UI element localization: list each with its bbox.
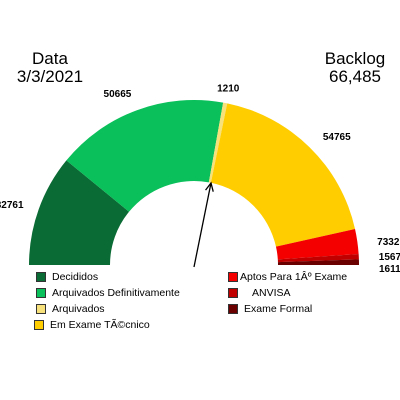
gauge-segment-1	[29, 160, 130, 265]
legend-swatch	[36, 288, 46, 298]
gauge-value-label: 54765	[323, 132, 351, 143]
backlog-title: Backlog	[324, 49, 386, 68]
legend-label: Em Exame TÃ©cnico	[50, 319, 150, 331]
gauge-segment-7	[277, 259, 359, 265]
gauge-segment-6	[277, 254, 359, 263]
date-value: 3/3/2021	[16, 67, 84, 86]
legend-item: Aptos Para 1Âº Exame	[228, 271, 347, 283]
legend-item: ANVISA	[228, 287, 291, 299]
legend-item: Arquivados	[36, 303, 105, 315]
backlog-header: Backlog 66,485	[310, 50, 400, 86]
backlog-value: 66,485	[329, 67, 381, 86]
date-title: Data	[32, 49, 68, 68]
legend-swatch	[228, 288, 238, 298]
gauge-needle-arrowhead	[205, 181, 214, 192]
gauge-needle	[193, 182, 212, 268]
gauge-value-label: 7332	[377, 237, 400, 248]
date-header: Data 3/3/2021	[6, 50, 94, 86]
legend-label: Decididos	[52, 271, 99, 283]
gauge-segment-2	[66, 100, 224, 212]
gauge-value-label: 1210	[217, 83, 240, 94]
gauge-segment-3	[208, 102, 228, 183]
gauge-value-label: 1567	[379, 252, 400, 263]
legend-swatch	[36, 304, 46, 314]
legend-swatch	[34, 320, 44, 330]
legend-label: Aptos Para 1Âº Exame	[240, 271, 348, 283]
gauge-segment-4	[210, 103, 356, 247]
legend-swatch	[36, 272, 46, 282]
legend-label: Arquivados Definitivamente	[52, 287, 180, 299]
legend-swatch	[228, 304, 238, 314]
legend-item: Exame Formal	[228, 303, 312, 315]
legend-item: Arquivados Definitivamente	[36, 287, 180, 299]
legend-label: ANVISA	[252, 287, 291, 299]
gauge-value-label: 50665	[104, 89, 132, 100]
legend-label: Arquivados	[52, 303, 105, 315]
gauge-segment-5	[275, 228, 359, 260]
legend-item: Decididos	[36, 271, 98, 283]
gauge-value-label: 1611	[379, 264, 400, 275]
legend-item: Em Exame TÃ©cnico	[34, 319, 150, 331]
legend-label: Exame Formal	[244, 303, 313, 315]
legend-swatch	[228, 272, 238, 282]
gauge-value-label: 32761	[0, 200, 24, 211]
gauge-arcs	[29, 100, 359, 265]
